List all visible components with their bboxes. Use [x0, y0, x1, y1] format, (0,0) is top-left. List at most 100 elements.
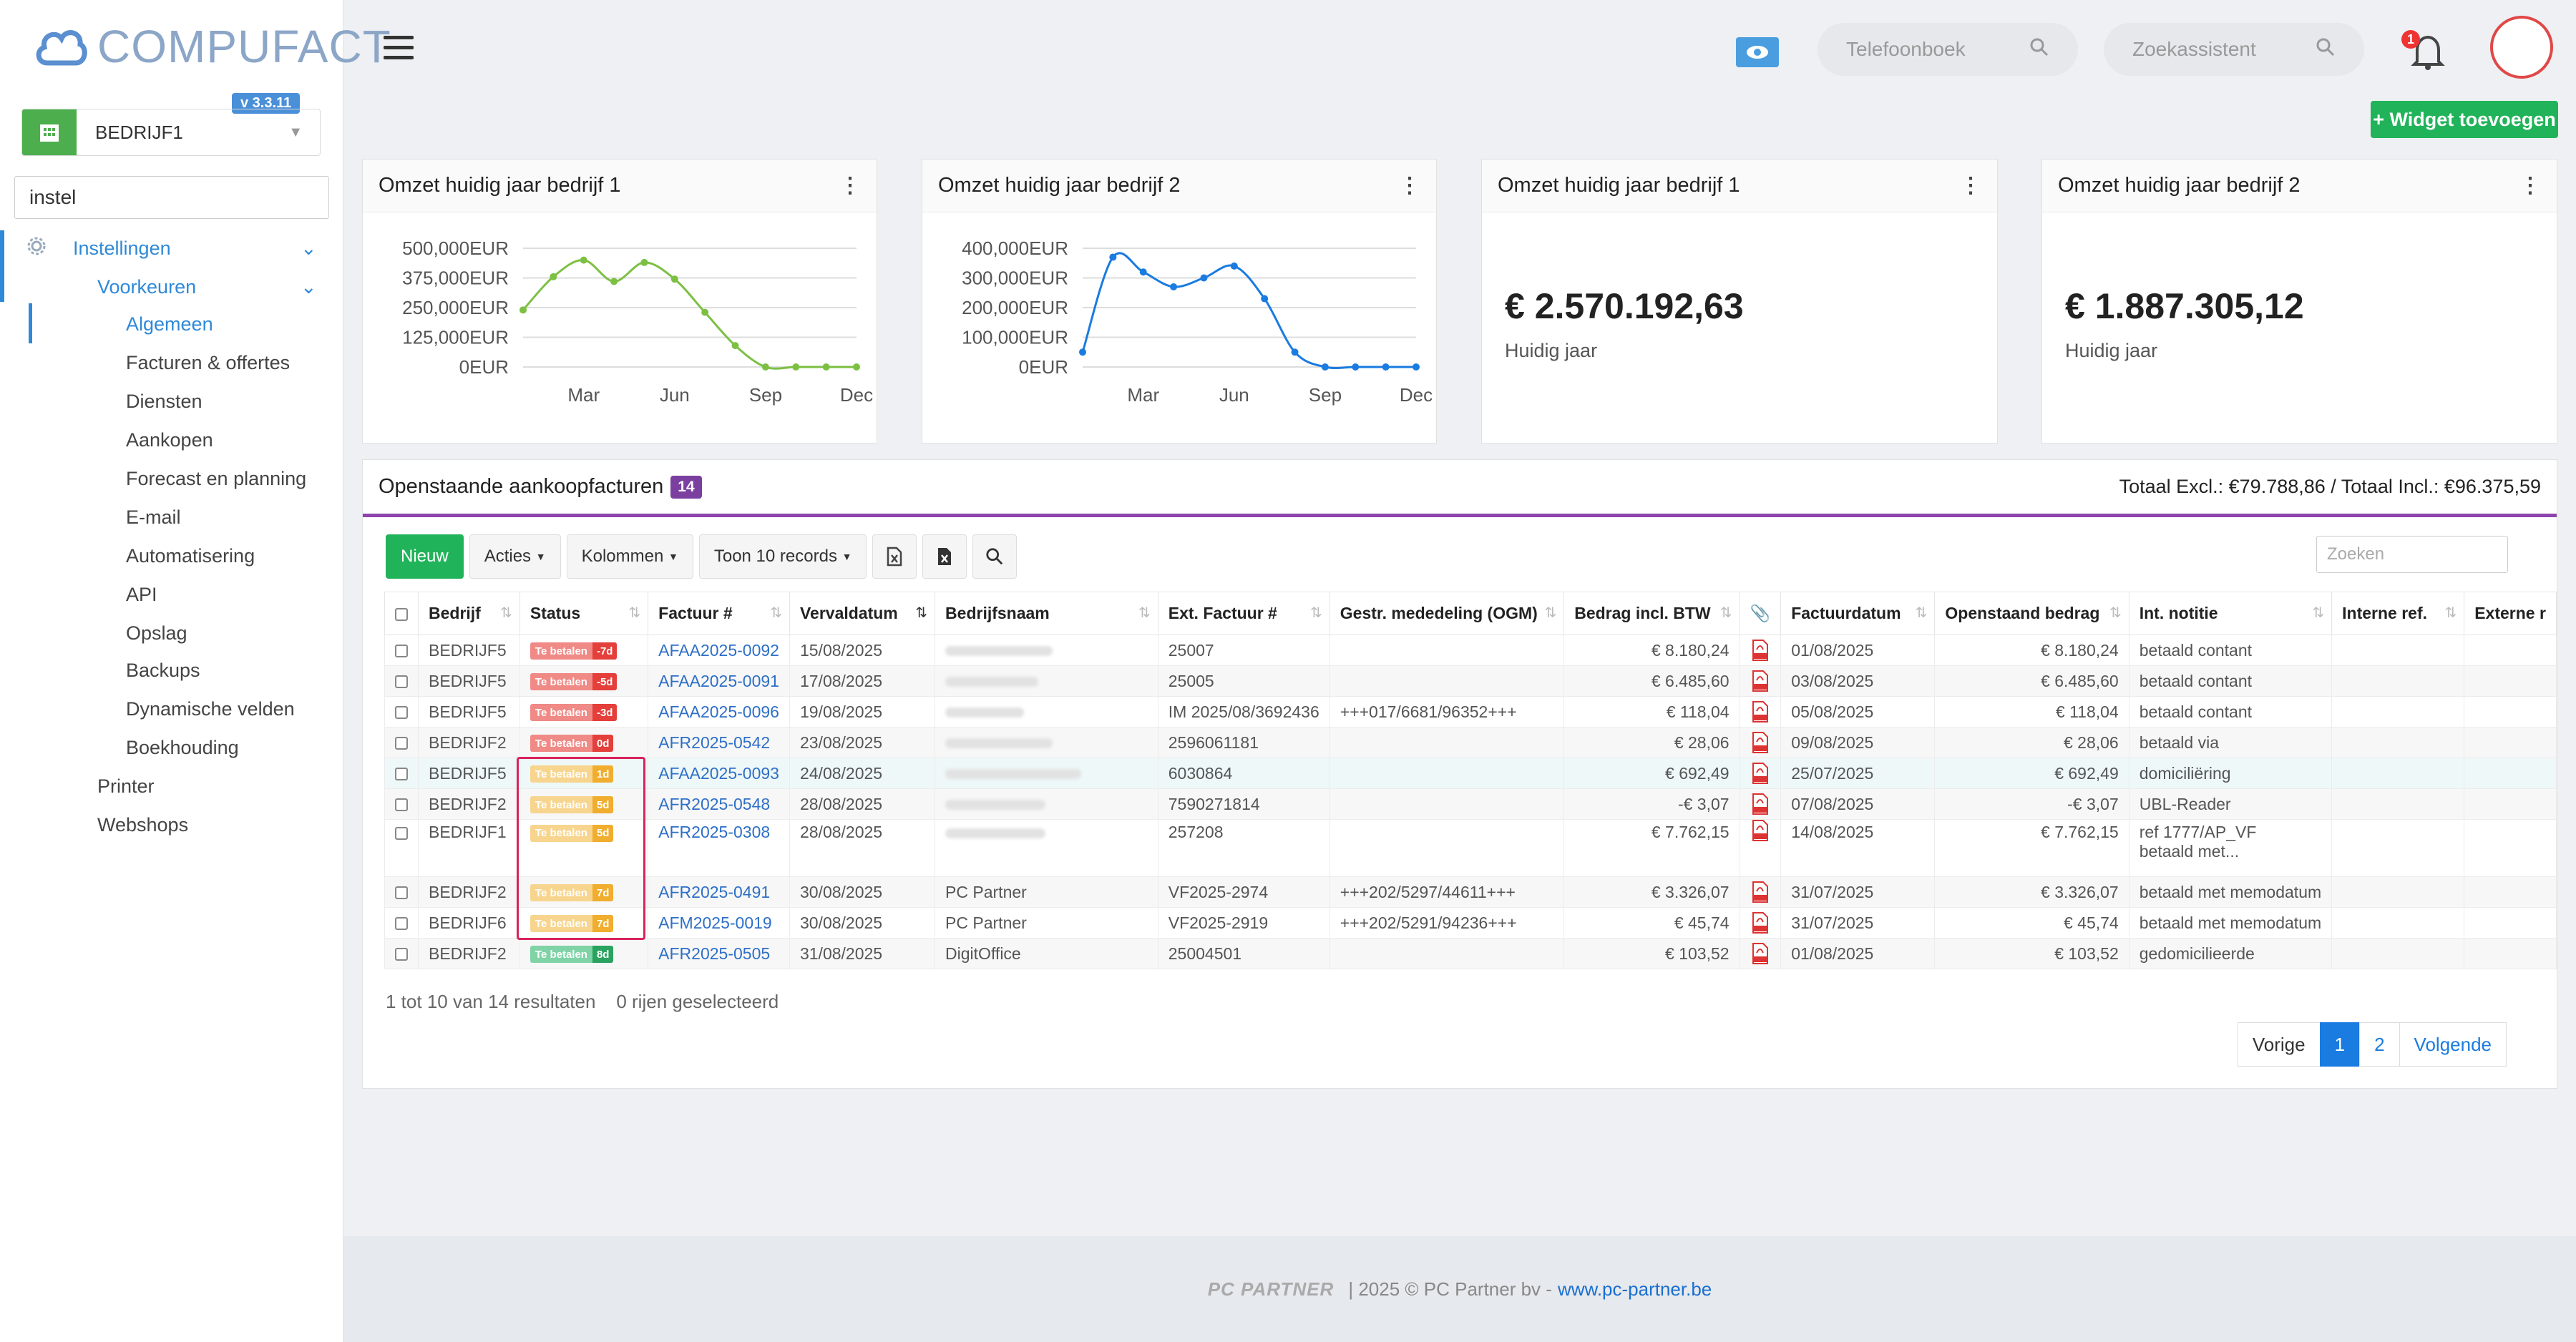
col-factuur[interactable]: Factuur # ⇅ [648, 592, 790, 635]
row-checkbox[interactable] [384, 665, 419, 697]
row-checkbox[interactable] [384, 696, 419, 728]
invoice-link[interactable]: AFR2025-0542 [658, 733, 771, 752]
col-factuurdatum[interactable]: Factuurdatum ⇅ [1780, 592, 1936, 635]
menu-item-diensten[interactable]: Diensten [0, 385, 343, 418]
kebab-menu-icon[interactable]: ⋮ [1960, 174, 1981, 197]
hamburger-menu-icon[interactable] [384, 36, 414, 62]
invoice-link[interactable]: AFM2025-0019 [658, 913, 772, 932]
add-widget-button[interactable]: + Widget toevoegen [2371, 101, 2558, 138]
assistant-search[interactable]: Zoekassistent [2104, 23, 2364, 76]
row-checkbox[interactable] [384, 876, 419, 908]
table-row[interactable]: BEDRIJF5 Te betalen -3d AFAA2025-0096 19/08/… [384, 696, 2557, 728]
x-tick-label: Jun [660, 384, 690, 406]
row-checkbox[interactable] [384, 907, 419, 939]
invoice-link[interactable]: AFR2025-0308 [658, 823, 771, 841]
row-checkbox[interactable] [384, 819, 419, 877]
next-page-button[interactable]: Volgende [2399, 1022, 2507, 1067]
menu-item-aankopen[interactable]: Aankopen [0, 423, 343, 456]
prev-page-button[interactable]: Vorige [2237, 1022, 2321, 1067]
row-checkbox[interactable] [384, 727, 419, 758]
export-excel-icon[interactable] [872, 534, 917, 579]
phonebook-search[interactable]: Telefoonboek [1818, 23, 2078, 76]
bell-icon[interactable]: 1 [2401, 30, 2447, 73]
table-row[interactable]: BEDRIJF6 Te betalen 7d AFM2025-0019 30/08/20… [384, 907, 2557, 939]
invoice-link[interactable]: AFAA2025-0091 [658, 671, 779, 690]
row-checkbox[interactable] [384, 635, 419, 666]
pdf-icon[interactable] [1739, 727, 1782, 758]
col-openstaand[interactable]: Openstaand bedrag ⇅ [1934, 592, 2129, 635]
col-bedrijfsnaam[interactable]: Bedrijfsnaam ⇅ [935, 592, 1158, 635]
pdf-icon[interactable] [1739, 819, 1782, 877]
pdf-icon[interactable] [1739, 758, 1782, 789]
actions-dropdown[interactable]: Acties ▼ [469, 534, 561, 579]
row-checkbox[interactable] [384, 788, 419, 820]
col-ogm[interactable]: Gestr. mededeling (OGM) ⇅ [1329, 592, 1565, 635]
table-row[interactable]: BEDRIJF5 Te betalen 1d AFAA2025-0093 24/08/2… [384, 758, 2557, 789]
pdf-icon[interactable] [1739, 788, 1782, 820]
sidebar-search-input[interactable]: instel [14, 176, 329, 219]
menu-item-boekhouding[interactable]: Boekhouding [0, 731, 343, 764]
company-selector[interactable]: BEDRIJF1 ▼ [21, 109, 321, 156]
invoice-link[interactable]: AFAA2025-0096 [658, 702, 779, 721]
new-button[interactable]: Nieuw [386, 534, 464, 579]
menu-voorkeuren[interactable]: Voorkeuren ⌄ [0, 270, 343, 303]
avatar[interactable] [2490, 16, 2553, 79]
menu-item-email[interactable]: E-mail [0, 501, 343, 534]
menu-item-backups[interactable]: Backups [0, 654, 343, 687]
compufact-logo[interactable]: COMPUFACT [33, 21, 391, 72]
kebab-menu-icon[interactable]: ⋮ [1399, 174, 1420, 197]
menu-item-automatisering[interactable]: Automatisering [0, 539, 343, 572]
col-ext-factuur[interactable]: Ext. Factuur # ⇅ [1157, 592, 1330, 635]
table-row[interactable]: BEDRIJF2 Te betalen 7d AFR2025-0491 30/08/20… [384, 876, 2557, 908]
menu-item-forecast[interactable]: Forecast en planning [0, 462, 343, 495]
col-bedrijf[interactable]: Bedrijf ⇅ [418, 592, 520, 635]
records-dropdown[interactable]: Toon 10 records ▼ [698, 534, 867, 579]
col-interne-ref[interactable]: Interne ref. ⇅ [2331, 592, 2465, 635]
invoice-link[interactable]: AFR2025-0505 [658, 944, 771, 963]
menu-printer[interactable]: Printer [0, 770, 343, 803]
menu-item-opslag[interactable]: Opslag [0, 617, 343, 650]
pdf-icon[interactable] [1739, 635, 1782, 666]
eye-icon[interactable] [1736, 37, 1779, 67]
page-1-button[interactable]: 1 [2319, 1022, 2361, 1067]
menu-item-api[interactable]: API [0, 578, 343, 611]
footer-link[interactable]: www.pc-partner.be [1557, 1278, 1712, 1300]
pdf-icon[interactable] [1739, 876, 1782, 908]
select-all-checkbox[interactable] [384, 592, 419, 635]
pdf-icon[interactable] [1739, 938, 1782, 969]
row-checkbox[interactable] [384, 758, 419, 789]
table-row[interactable]: BEDRIJF2 Te betalen 5d AFR2025-0548 28/08/20… [384, 788, 2557, 820]
pdf-icon[interactable] [1739, 665, 1782, 697]
export-file-icon[interactable] [922, 534, 967, 579]
table-row[interactable]: BEDRIJF5 Te betalen -5d AFAA2025-0091 17/08/… [384, 665, 2557, 697]
col-attachment[interactable]: 📎 [1739, 592, 1782, 635]
menu-item-dynamische-velden[interactable]: Dynamische velden [0, 692, 343, 725]
table-search-input[interactable]: Zoeken [2316, 536, 2508, 573]
kebab-menu-icon[interactable]: ⋮ [2519, 174, 2541, 197]
menu-item-facturen[interactable]: Facturen & offertes [0, 346, 343, 379]
menu-item-algemeen[interactable]: Algemeen [0, 308, 343, 341]
invoice-link[interactable]: AFAA2025-0092 [658, 640, 779, 660]
pdf-icon[interactable] [1739, 696, 1782, 728]
pdf-icon[interactable] [1739, 907, 1782, 939]
row-checkbox[interactable] [384, 938, 419, 969]
col-vervaldatum[interactable]: Vervaldatum ⇅ [789, 592, 936, 635]
col-notitie[interactable]: Int. notitie ⇅ [2128, 592, 2333, 635]
table-row[interactable]: BEDRIJF1 Te betalen 5d AFR2025-0308 28/08/20… [384, 819, 2557, 877]
search-icon[interactable] [972, 534, 1018, 579]
columns-dropdown[interactable]: Kolommen ▼ [566, 534, 693, 579]
table-row[interactable]: BEDRIJF5 Te betalen -7d AFAA2025-0092 15/08/… [384, 635, 2557, 666]
kebab-menu-icon[interactable]: ⋮ [839, 174, 861, 197]
table-row[interactable]: BEDRIJF2 Te betalen 8d AFR2025-0505 31/08/20… [384, 938, 2557, 969]
cell-vervaldatum: 15/08/2025 [799, 640, 883, 660]
table-row[interactable]: BEDRIJF2 Te betalen 0d AFR2025-0542 23/08/20… [384, 727, 2557, 758]
menu-webshops[interactable]: Webshops [0, 808, 343, 841]
page-2-button[interactable]: 2 [2359, 1022, 2400, 1067]
invoice-link[interactable]: AFAA2025-0093 [658, 763, 779, 783]
col-status[interactable]: Status ⇅ [519, 592, 649, 635]
menu-instellingen[interactable]: Instellingen ⌄ [0, 232, 343, 265]
invoice-link[interactable]: AFR2025-0548 [658, 794, 771, 813]
col-externe-ref[interactable]: Externe r [2464, 592, 2557, 635]
invoice-link[interactable]: AFR2025-0491 [658, 882, 771, 901]
col-bedrag[interactable]: Bedrag incl. BTW ⇅ [1563, 592, 1740, 635]
